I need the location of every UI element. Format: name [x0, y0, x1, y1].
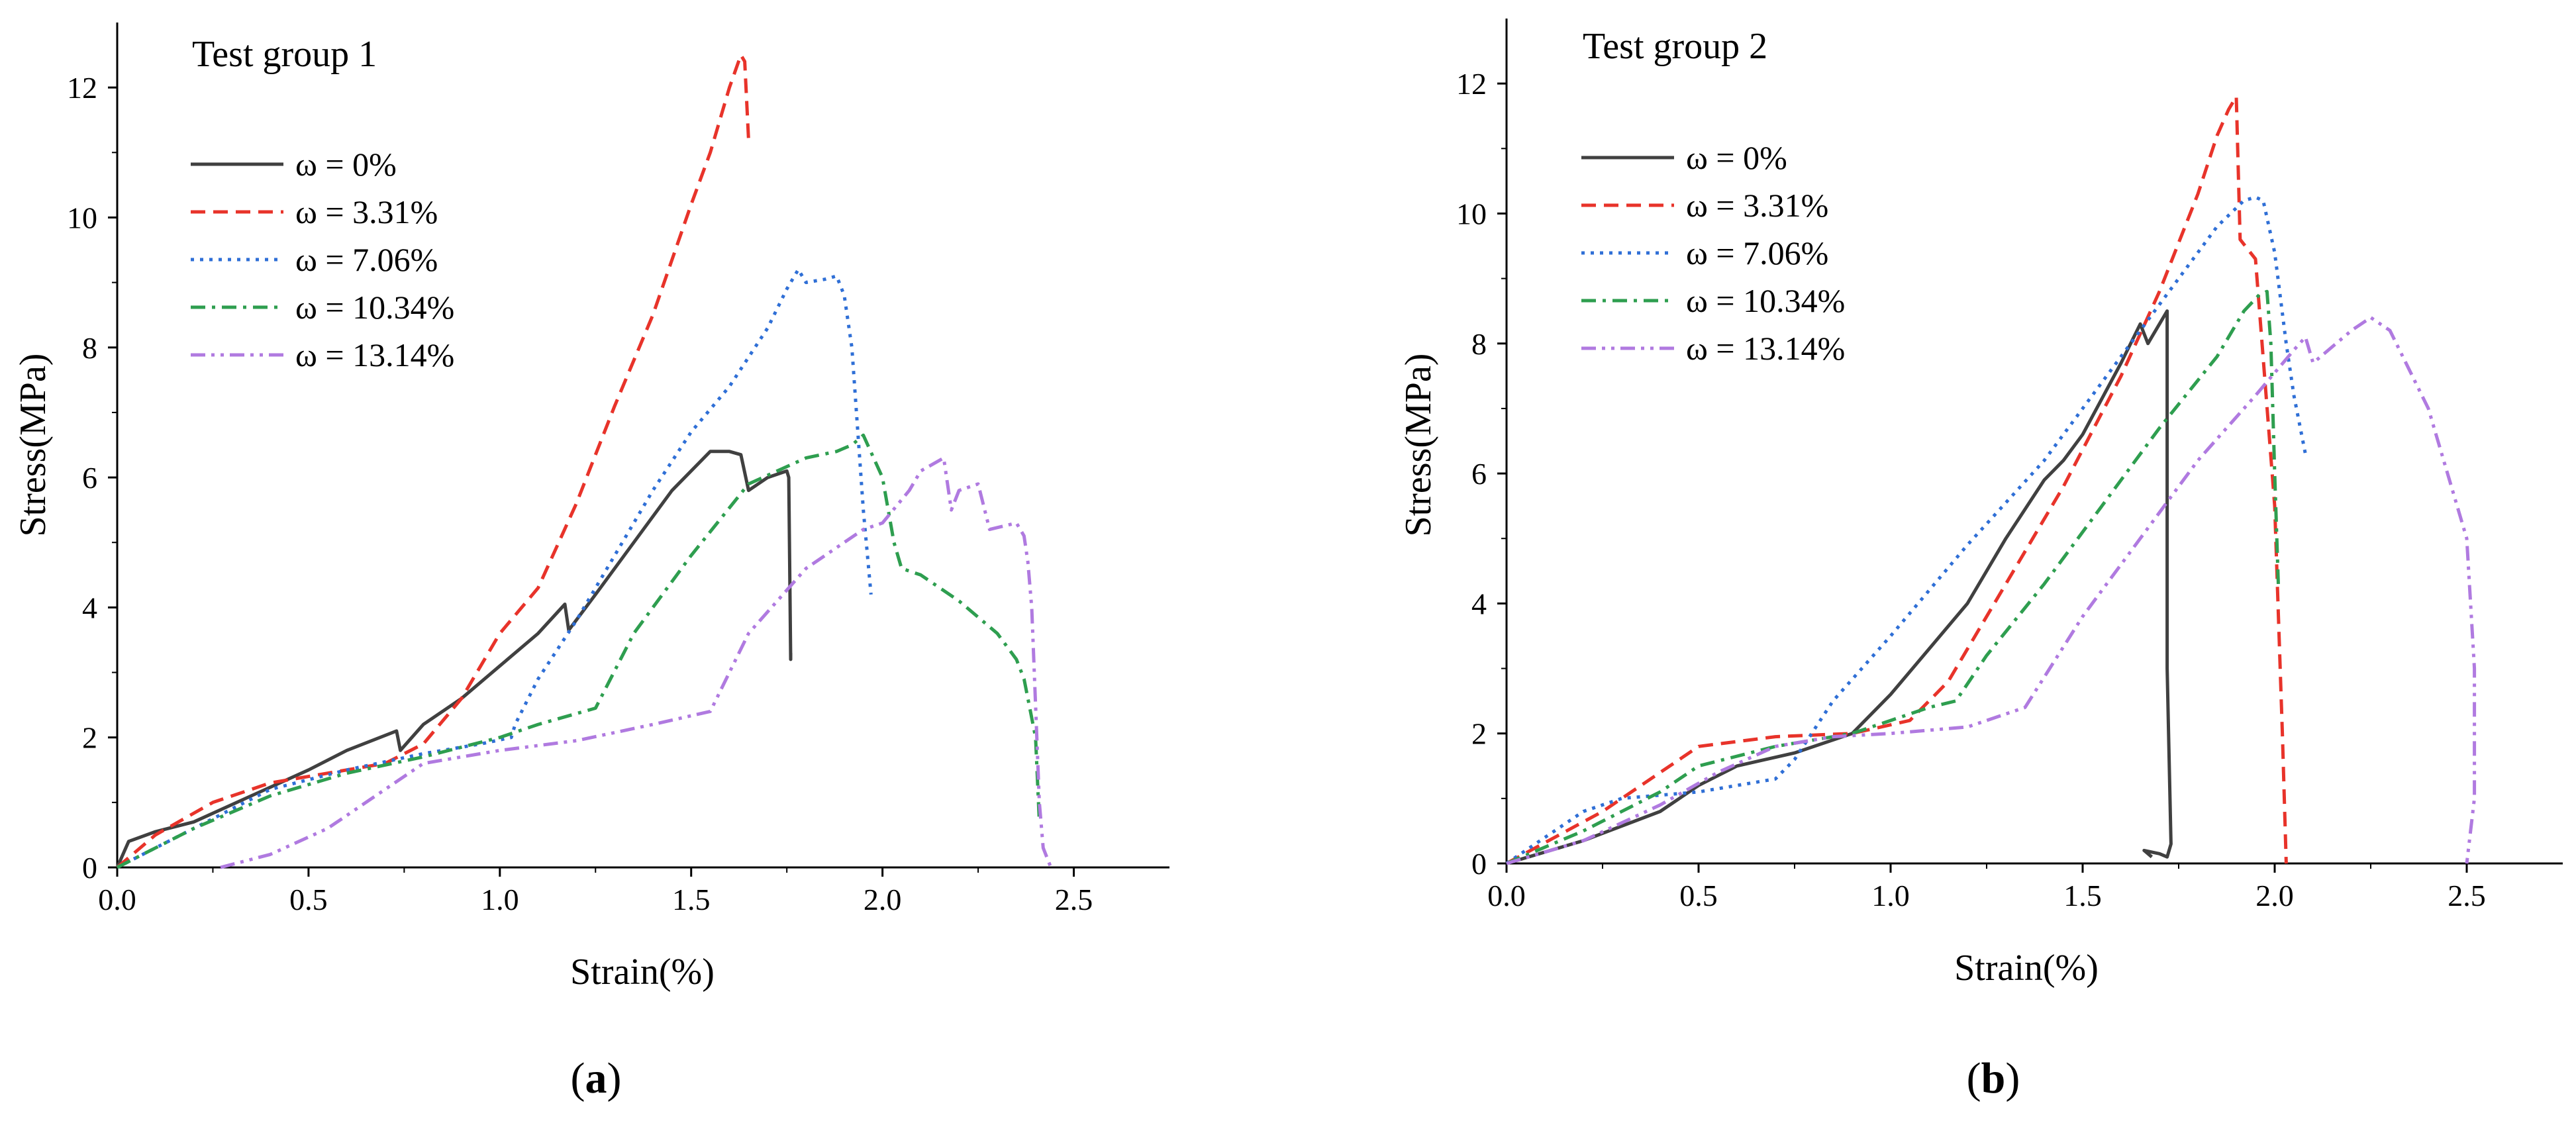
series-line-3	[116, 268, 873, 869]
x-tick-label: 2.5	[1055, 883, 1093, 916]
legend-a: ω = 0% ω = 3.31% ω = 7.06% ω = 10.34% ω = 13…	[191, 146, 454, 373]
series-line-2	[1505, 95, 2288, 865]
y-tick-label: 10	[67, 201, 97, 234]
caption-letter-a: a	[585, 1054, 607, 1102]
ticks-b: 0.0 0.5 1.0 1.5 2.0 2.5 0 2 4 6 8 10 12	[1456, 67, 2486, 912]
series-line-2	[116, 53, 750, 869]
x-tick-label: 1.5	[672, 883, 711, 916]
y-tick-label: 12	[67, 71, 97, 105]
legend-b: ω = 0% ω = 3.31% ω = 7.06% ω = 10.34% ω = 13…	[1581, 139, 1845, 367]
x-tick-label: 2.0	[2255, 879, 2294, 912]
series-line-4	[1506, 289, 2281, 865]
x-axis-title-b: Strain(%)	[1954, 948, 2099, 989]
y-tick-label: 12	[1456, 67, 1487, 101]
y-axis-title-a: Stress(MPa)	[13, 354, 54, 537]
y-tick-label: 6	[82, 461, 97, 495]
y-tick-label: 4	[1471, 587, 1487, 620]
legend-label-3: ω = 7.06%	[295, 241, 438, 278]
panel-a: 0.0 0.5 1.0 1.5 2.0 2.5 0 2 4 6 8 10 12 Test group 1…	[13, 23, 1169, 1102]
x-tick-label: 2.5	[2448, 879, 2486, 912]
legend-label-3: ω = 7.06%	[1686, 234, 1828, 271]
legend-label-2: ω = 3.31%	[295, 193, 438, 230]
y-tick-label: 4	[82, 591, 97, 624]
series-line-3	[1505, 195, 2307, 865]
caption-a: (a)	[571, 1054, 622, 1102]
x-tick-label: 1.0	[481, 883, 519, 916]
y-tick-label: 10	[1456, 197, 1487, 230]
series-group-b	[1505, 95, 2477, 865]
caption-b: (b)	[1967, 1054, 2020, 1102]
x-axis-title-a: Strain(%)	[570, 952, 715, 993]
x-tick-label: 0.5	[1679, 879, 1718, 912]
legend-label-5: ω = 13.14%	[1686, 330, 1845, 367]
legend-label-2: ω = 3.31%	[1686, 187, 1828, 224]
legend-label-1: ω = 0%	[1686, 139, 1787, 176]
caption-letter-b: b	[1981, 1054, 2006, 1102]
y-tick-label: 0	[1471, 847, 1487, 881]
legend-label-4: ω = 10.34%	[295, 289, 454, 326]
series-group-a	[115, 53, 1053, 869]
y-tick-label: 6	[1471, 457, 1487, 491]
legend-label-1: ω = 0%	[295, 146, 397, 183]
y-axis-title-b: Stress(MPa)	[1398, 354, 1439, 537]
series-line-1	[1506, 309, 2173, 865]
x-tick-label: 0.0	[1487, 879, 1526, 912]
x-tick-label: 1.5	[2063, 879, 2102, 912]
y-tick-label: 2	[1471, 717, 1487, 751]
series-line-1	[115, 450, 793, 869]
panel-b: 0.0 0.5 1.0 1.5 2.0 2.5 0 2 4 6 8 10 12 Test group 2…	[1398, 19, 2563, 1102]
series-line-5	[1506, 316, 2477, 865]
legend-label-4: ω = 10.34%	[1686, 282, 1845, 319]
series-line-4	[116, 433, 1041, 869]
x-tick-label: 2.0	[864, 883, 902, 916]
panel-title-b: Test group 2	[1583, 26, 1767, 67]
y-tick-label: 0	[82, 851, 97, 885]
y-tick-label: 2	[82, 721, 97, 755]
x-tick-label: 0.5	[289, 883, 328, 916]
x-tick-label: 0.0	[98, 883, 136, 916]
legend-label-5: ω = 13.14%	[295, 336, 454, 373]
y-tick-label: 8	[82, 331, 97, 365]
ticks-a: 0.0 0.5 1.0 1.5 2.0 2.5 0 2 4 6 8 10 12	[67, 71, 1093, 916]
panel-title-a: Test group 1	[192, 34, 377, 75]
x-tick-label: 1.0	[1871, 879, 1910, 912]
y-tick-label: 8	[1471, 327, 1487, 361]
